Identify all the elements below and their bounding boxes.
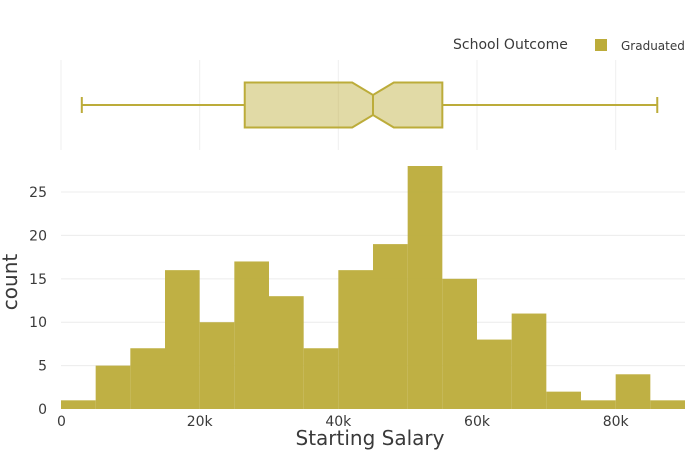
histogram-bar (407, 166, 443, 409)
y-tick-label: 10 (29, 315, 47, 331)
histogram-bar (165, 270, 200, 409)
legend-title: School Outcome (453, 37, 568, 53)
y-axis-ticks: 0 5 10 15 20 25 (29, 185, 47, 418)
legend-swatch-graduated[interactable] (595, 39, 607, 51)
y-tick-label: 5 (38, 359, 47, 375)
histogram-bar (130, 348, 165, 409)
histogram-bar (650, 400, 685, 409)
histogram-bar (615, 374, 651, 409)
x-axis-ticks: 0 20k 40k 60k 80k (57, 414, 630, 430)
marginal-box-plot (80, 81, 659, 129)
histogram-bar (546, 391, 581, 409)
x-tick-label: 20k (187, 414, 214, 430)
histogram-bar (338, 270, 373, 409)
x-tick-label: 40k (325, 414, 352, 430)
histogram-bar (303, 348, 339, 409)
histogram-bar (511, 313, 547, 409)
histogram-bar (477, 339, 512, 409)
legend[interactable]: School Outcome Graduated (453, 37, 685, 53)
histogram-bar (442, 278, 477, 409)
histogram-bar (269, 296, 304, 409)
box-body (243, 81, 444, 129)
histogram-bar (373, 244, 408, 409)
y-tick-label: 0 (38, 402, 47, 418)
x-tick-label: 0 (57, 414, 66, 430)
histogram-bars (61, 166, 685, 409)
x-axis-title: Starting Salary (296, 426, 445, 450)
y-axis-title: count (0, 254, 22, 311)
histogram-bar (61, 400, 96, 409)
x-tick-label: 60k (464, 414, 491, 430)
histogram-bar (199, 322, 235, 409)
y-tick-label: 25 (29, 185, 47, 201)
y-tick-label: 15 (29, 272, 47, 288)
histogram-bar (234, 261, 269, 409)
y-tick-label: 20 (29, 228, 47, 244)
x-tick-label: 80k (603, 414, 630, 430)
histogram-bar (581, 400, 616, 409)
legend-label-graduated[interactable]: Graduated (621, 39, 685, 53)
histogram-bar (95, 365, 131, 409)
